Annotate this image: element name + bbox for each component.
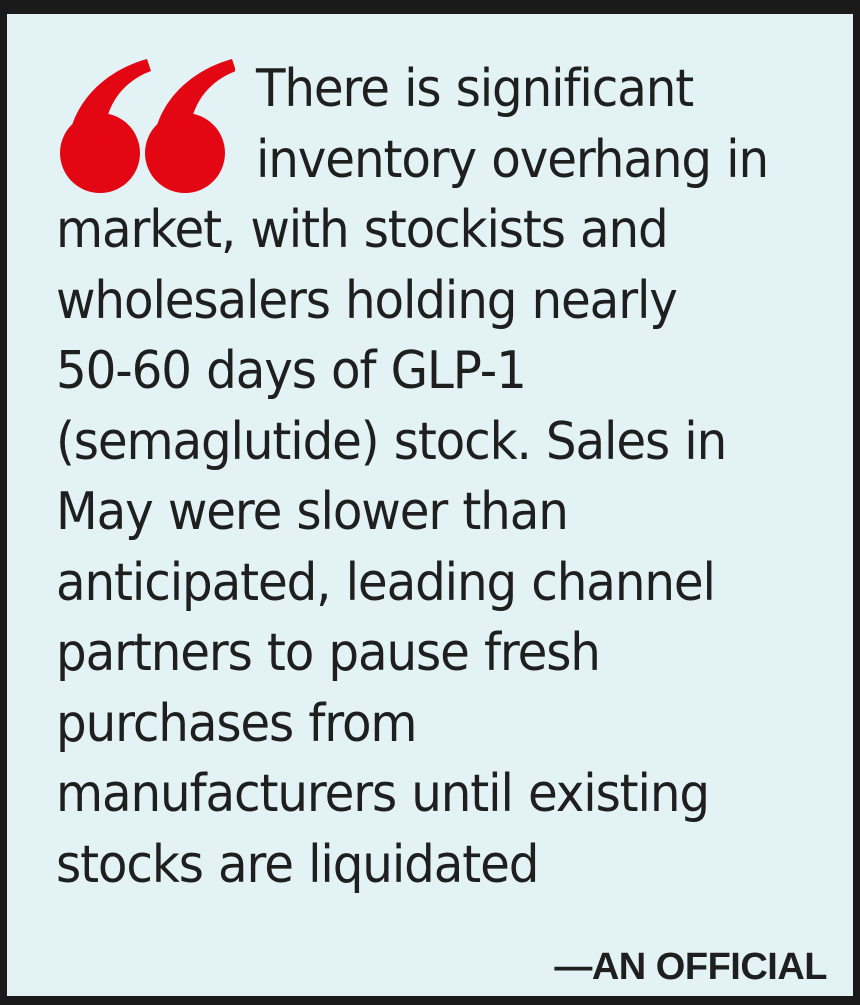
quote-line: manufacturers until existing (56, 764, 710, 824)
quote-line: There is significant (255, 59, 694, 119)
attribution: —AN OFFICIAL (554, 946, 827, 988)
quote-card: There is significant inventory overhang … (7, 14, 853, 996)
quote-text: There is significant inventory overhang … (56, 54, 791, 900)
quote-line: wholesalers holding nearly (56, 270, 678, 331)
quote-line: 50-60 days of GLP-1 (56, 341, 527, 401)
quote-line: partners to pause fresh (56, 623, 601, 683)
quotation-mark-icon (60, 59, 235, 193)
quote-line: purchases from (56, 693, 418, 754)
quote-line: market, with stockists and (56, 200, 669, 260)
quote-line: (semaglutide) stock. Sales in (56, 411, 727, 472)
quote-line: inventory overhang in (255, 129, 769, 190)
quote-line: May were slower than (56, 482, 569, 542)
quote-line: stocks are liquidated (56, 834, 539, 895)
quote-line: anticipated, leading channel (56, 552, 716, 613)
